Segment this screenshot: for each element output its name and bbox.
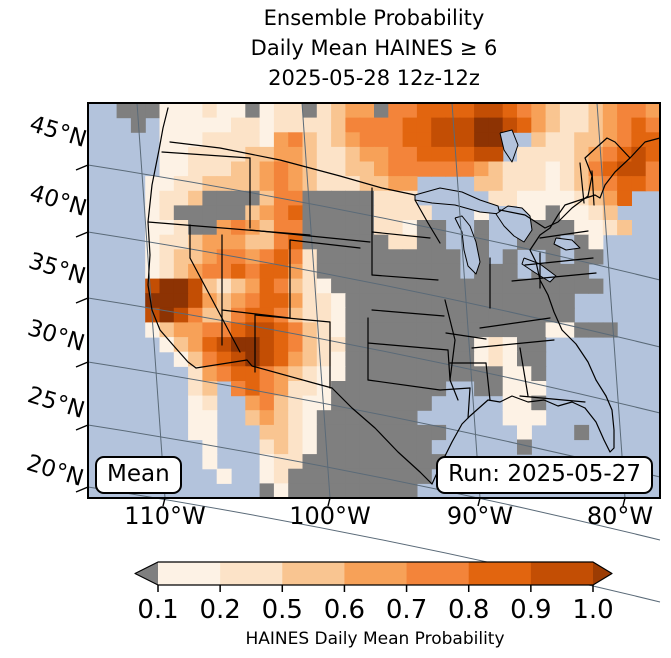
map-frame [75,102,661,507]
title-line-3: 2025-05-28 12z-12z [268,66,480,90]
y-axis-tick-label: 25°N [24,382,88,424]
run-date-badge: Run: 2025-05-27 [436,456,653,494]
colorbar-ticks: 0.1 0.2 0.5 0.6 0.7 0.8 0.9 1.0 [137,585,614,625]
x-axis-tick-label: 100°W [289,502,371,530]
y-axis-tick-label: 20°N [23,450,87,492]
title-line-2: Daily Mean HAINES ≥ 6 [250,36,498,60]
colorbar-tick-label: 1.0 [572,595,613,625]
state-borders [147,107,661,485]
colorbar-tick-label: 0.6 [324,595,365,625]
chart-title: Ensemble Probability Daily Mean HAINES ≥… [77,3,671,93]
title-line-1: Ensemble Probability [263,6,485,30]
y-axis-tick-label: 30°N [24,315,88,357]
statistic-badge: Mean [95,456,182,494]
x-axis-tick-label: 110°W [124,502,206,530]
colorbar-tick-label: 0.7 [386,595,427,625]
colorbar-bar [134,561,613,586]
colorbar: 0.1 0.2 0.5 0.6 0.7 0.8 0.9 1.0 [134,561,614,625]
colorbar-tick-label: 0.1 [137,595,178,625]
colorbar-tick-label: 0.2 [199,595,240,625]
x-axis-tick-label: 80°W [586,502,654,530]
colorbar-label: HAINES Daily Mean Probability [245,629,505,649]
colorbar-tick-label: 0.5 [262,595,303,625]
colorbar-tick-label: 0.9 [510,595,551,625]
map-canvas [75,102,661,603]
x-axis-tick-label: 90°W [446,502,514,530]
colorbar-tick-label: 0.8 [448,595,489,625]
graticule [87,102,661,603]
colorbar-under-arrow [135,562,158,585]
colorbar-over-arrow [593,562,612,585]
y-axis-tick-label: 35°N [25,248,89,290]
map-area: Mean Run: 2025-05-27 [75,102,661,603]
